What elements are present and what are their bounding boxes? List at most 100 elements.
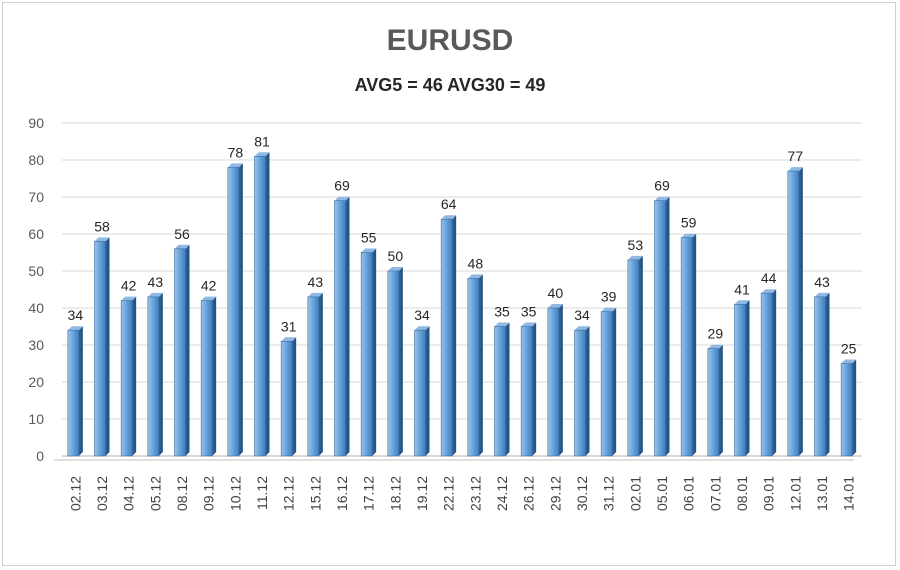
- bar-front: [734, 303, 746, 457]
- x-tick-label: 02.12: [67, 476, 83, 511]
- data-label: 40: [548, 285, 564, 301]
- x-tick-label: 23.12: [467, 476, 483, 511]
- bar-side: [718, 344, 723, 456]
- bar: [67, 326, 83, 457]
- chart-subtitle: AVG5 = 46 AVG30 = 49: [354, 75, 546, 95]
- bar: [200, 296, 217, 457]
- bar-top: [707, 344, 723, 349]
- y-tick-label: 0: [36, 448, 44, 464]
- bar-front: [387, 270, 400, 457]
- bar-front: [280, 340, 293, 457]
- bar-top: [761, 289, 777, 294]
- bar-side: [772, 289, 777, 456]
- x-tick-label: 06.01: [681, 476, 697, 511]
- bar-front: [760, 292, 773, 457]
- bar-top: [547, 304, 563, 308]
- bar-front: [467, 278, 480, 457]
- data-label: 34: [414, 307, 430, 323]
- data-label: 53: [628, 237, 644, 253]
- bar-side: [318, 292, 323, 456]
- data-label: 43: [814, 274, 830, 290]
- bar-top: [147, 292, 163, 297]
- bar-top: [814, 292, 830, 297]
- bar-side: [105, 237, 110, 456]
- bar-side: [692, 233, 697, 456]
- bar-top: [414, 326, 430, 331]
- bar-front: [254, 156, 266, 457]
- bar-top: [121, 296, 137, 301]
- bar: [254, 152, 270, 457]
- bar-top: [94, 237, 110, 242]
- x-tick-label: 26.12: [521, 476, 537, 511]
- bar-top: [627, 255, 643, 260]
- bar-front: [814, 296, 826, 457]
- x-tick-label: 31.12: [601, 476, 617, 511]
- data-label: 59: [681, 215, 697, 231]
- data-label: 31: [281, 318, 297, 334]
- x-tick-label: 24.12: [494, 476, 510, 511]
- x-tick-label: 08.01: [734, 476, 750, 511]
- bar-side: [425, 326, 430, 456]
- bar-top: [201, 296, 217, 301]
- data-label: 78: [228, 144, 244, 160]
- bar: [787, 167, 803, 457]
- data-label: 69: [334, 178, 350, 194]
- bar-front: [67, 329, 80, 457]
- y-tick-label: 70: [28, 189, 44, 205]
- bar-side: [612, 307, 617, 456]
- bar-front: [547, 307, 560, 457]
- bar: [707, 344, 723, 457]
- x-tick-labels: 02.12 03.12 04.12 05.12 08.12 09.12 10.12 11.12…: [67, 476, 856, 511]
- bar-top: [307, 292, 323, 297]
- y-tick-label: 20: [28, 374, 44, 390]
- bar-top: [787, 167, 803, 172]
- bar: [840, 359, 857, 457]
- y-tick-label: 40: [28, 300, 44, 316]
- x-tick-label: 15.12: [307, 476, 323, 511]
- data-label: 64: [441, 196, 457, 212]
- x-tick-label: 29.12: [547, 476, 563, 511]
- x-tick-label: 30.12: [574, 476, 590, 511]
- bar: [494, 322, 510, 457]
- bar: [760, 289, 777, 457]
- bar: [147, 292, 163, 457]
- bar-front: [200, 300, 213, 457]
- data-label: 34: [68, 307, 84, 323]
- bar-side: [798, 167, 803, 456]
- bar: [520, 322, 537, 457]
- bar-side: [185, 244, 190, 456]
- bar-top: [334, 196, 350, 201]
- bar: [227, 163, 243, 457]
- bar: [94, 237, 110, 457]
- x-tick-label: 04.12: [121, 476, 137, 511]
- bar-side: [665, 196, 670, 456]
- bar: [734, 300, 750, 457]
- bar-top: [174, 244, 190, 249]
- bar-top: [387, 267, 403, 271]
- x-tick-label: 19.12: [414, 476, 430, 511]
- data-label: 34: [574, 307, 590, 323]
- bar-front: [574, 329, 586, 457]
- y-tick-label: 90: [28, 115, 44, 131]
- bar-top: [254, 152, 270, 157]
- x-tick-label: 12.01: [787, 476, 803, 511]
- data-label: 56: [174, 226, 190, 242]
- bar-front: [227, 167, 240, 457]
- bar-top: [574, 326, 590, 331]
- bar: [440, 215, 457, 457]
- data-label: 35: [521, 304, 537, 320]
- bar-front: [787, 170, 800, 457]
- bar-front: [174, 248, 186, 457]
- bar: [467, 274, 483, 457]
- x-tick-label: 17.12: [361, 476, 377, 511]
- x-tick-label: 09.01: [761, 476, 777, 511]
- data-label: 69: [654, 178, 670, 194]
- bars: [67, 152, 857, 457]
- bar-side: [132, 296, 137, 456]
- x-tick-label: 09.12: [201, 476, 217, 511]
- bar-side: [212, 296, 217, 456]
- bar-side: [825, 292, 830, 456]
- x-tick-label: 05.01: [654, 476, 670, 511]
- bar-front: [627, 259, 640, 457]
- data-label: 43: [308, 274, 324, 290]
